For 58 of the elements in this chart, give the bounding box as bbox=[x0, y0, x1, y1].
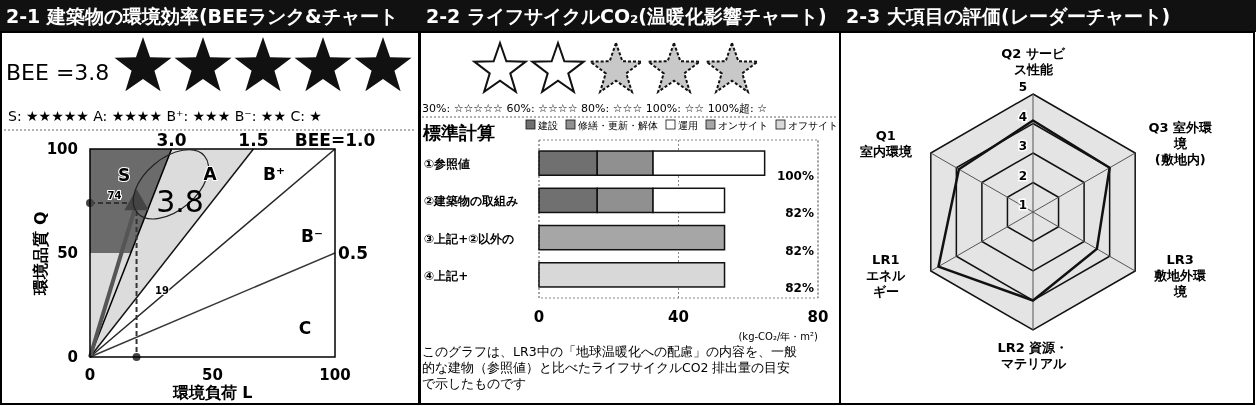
y-tick-label: 100 bbox=[46, 140, 78, 158]
text: で示したものです bbox=[422, 376, 526, 391]
annotation: 82% bbox=[785, 243, 814, 258]
annotation: 82% bbox=[785, 206, 814, 221]
y-tick-label: 50 bbox=[57, 244, 78, 262]
spoke-label: Q1室内環境 bbox=[859, 128, 913, 159]
y-tick-label: ③上記+②以外の bbox=[424, 231, 515, 246]
spoke-label: LR1エネルギー bbox=[866, 252, 907, 299]
y-tick-label: 0 bbox=[67, 348, 78, 366]
x-tick-label: 0 bbox=[84, 366, 96, 384]
chart-title: 2-1 建築物の環境効率(BEEランク&チャート bbox=[6, 5, 398, 27]
text: このグラフは、LR3中の「地球温暖化への配慮」の内容を、一般 bbox=[422, 344, 797, 359]
chart-title: 2-2 ライフサイクルCO₂(温暖化影響チャート) bbox=[426, 5, 827, 27]
text: 的な建物（参照値）と比べたライフサイクルCO2 排出量の目安 bbox=[422, 360, 791, 375]
legend-label: 運用 bbox=[678, 120, 698, 131]
x-axis-title: 環境負荷 L bbox=[171, 383, 253, 402]
x-tick-label: 40 bbox=[668, 308, 689, 326]
y-tick-label: ②建築物の取組み bbox=[424, 194, 519, 209]
annotation: B⁺ bbox=[263, 164, 285, 184]
annotation: B⁻ bbox=[301, 226, 323, 246]
chart-title: 2-3 大項目の評価(レーダーチャート) bbox=[846, 5, 1171, 27]
text: S: ★★★★★ A: ★★★★ B⁺: ★★★ B⁻: ★★ C: ★ bbox=[8, 108, 322, 124]
annotation: C bbox=[298, 318, 312, 338]
legend-label: オフサイト bbox=[788, 120, 838, 131]
annotation: 1.5 bbox=[238, 130, 269, 150]
x-tick-label: 50 bbox=[202, 366, 223, 384]
legend-label: 修繕・更新・解体 bbox=[578, 120, 658, 131]
y-tick-label: 3 bbox=[1018, 139, 1028, 153]
text: 30%: ☆☆☆☆☆ 60%: ☆☆☆☆ 80%: ☆☆☆ 100%: ☆☆ 100%超: ☆ bbox=[422, 102, 768, 115]
spoke-label: Q3 室外環境(敷地内) bbox=[1148, 120, 1214, 167]
y-tick-label: ④上記+ bbox=[424, 268, 469, 283]
annotation: 74 bbox=[107, 190, 122, 202]
spoke-label: Q2 サービス性能 bbox=[1001, 46, 1066, 77]
x-axis-title: (kg-CO₂/年・m²) bbox=[738, 331, 819, 342]
spoke-label: LR2 資源・マテリアル bbox=[997, 340, 1069, 371]
x-tick-label: 0 bbox=[533, 308, 545, 326]
y-axis-title: 環境品質 Q bbox=[31, 211, 50, 296]
legend-label: 建設 bbox=[537, 120, 558, 131]
y-tick-label: 2 bbox=[1018, 168, 1028, 183]
annotation: 82% bbox=[785, 280, 814, 295]
annotation: 19 bbox=[155, 285, 169, 296]
annotation: 100% bbox=[776, 169, 814, 184]
y-tick-label: 1 bbox=[1018, 198, 1028, 212]
annotation: BEE=1.0 bbox=[294, 130, 376, 150]
y-tick-label: 5 bbox=[1018, 80, 1028, 94]
legend-label: オンサイト bbox=[718, 120, 768, 131]
annotation: 3.0 bbox=[156, 130, 187, 150]
chart-subtitle: BEE =3.8 bbox=[6, 60, 110, 85]
annotation: S bbox=[117, 165, 131, 185]
annotation: 0.5 bbox=[338, 243, 369, 263]
bar bbox=[538, 262, 726, 288]
bar bbox=[538, 224, 726, 251]
x-tick-label: 100 bbox=[319, 366, 351, 384]
y-tick-label: 4 bbox=[1018, 109, 1028, 124]
chart-subtitle: 標準計算 bbox=[422, 122, 495, 143]
y-tick-label: ①参照値 bbox=[424, 157, 471, 172]
x-tick-label: 80 bbox=[807, 308, 829, 326]
spoke-label: LR3敷地外環境 bbox=[1153, 252, 1208, 299]
